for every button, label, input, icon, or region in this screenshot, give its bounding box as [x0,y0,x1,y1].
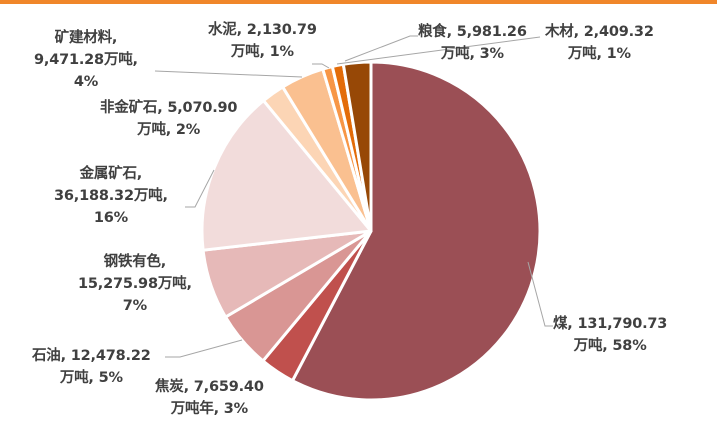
label-line: 4% [73,74,99,90]
label-timber: 木材, 2,409.32 万吨, 1% [545,21,654,65]
leader-line-metal-ore [185,169,215,208]
label-line: 粮食, 5,981.26 [418,24,527,40]
label-line: 钢铁有色, [103,254,167,270]
leader-line-cement [312,63,330,69]
label-line: 矿建材料, [54,30,118,46]
label-line: 万吨, 1% [230,44,294,60]
pie-slice-4 [200,99,373,252]
pie-slice-0 [291,60,542,402]
label-coke: 焦炭, 7,659.40 万吨年, 3% [155,376,264,420]
label-oil: 石油, 12,478.22 万吨, 5% [32,345,151,389]
leader-line-oil [165,339,243,358]
label-line: 万吨年, 3% [170,401,248,417]
leader-line-coal [527,261,553,327]
label-nonmetal-ore: 非金矿石, 5,070.90 万吨, 2% [100,97,238,141]
label-line: 石油, 12,478.22 [32,348,151,364]
label-building-materials: 矿建材料, 9,471.28万吨, 4% [34,27,138,93]
label-metal-ore: 金属矿石, 36,188.32万吨, 16% [54,163,168,229]
leader-line-timber [336,36,541,65]
label-line: 9,471.28万吨, [34,52,138,68]
label-line: 木材, 2,409.32 [545,24,654,40]
label-grain: 粮食, 5,981.26 万吨, 3% [418,21,527,65]
pie-slices [200,60,542,402]
label-line: 万吨, 58% [573,338,647,354]
label-line: 金属矿石, [79,166,143,182]
label-line: 万吨, 3% [440,46,504,62]
accent-top-bar [0,0,717,4]
leader-line-building-materials [154,70,303,78]
label-line: 煤, 131,790.73 [553,316,668,332]
label-cement: 水泥, 2,130.79 万吨, 1% [208,19,317,63]
label-line: 焦炭, 7,659.40 [155,379,264,395]
label-line: 15,275.98万吨, [78,276,192,292]
label-line: 7% [122,298,147,314]
label-steel: 钢铁有色, 15,275.98万吨, 7% [78,251,192,317]
label-line: 万吨, 2% [137,122,201,138]
label-line: 万吨, 1% [567,46,631,62]
label-line: 水泥, 2,130.79 [208,22,317,38]
label-line: 16% [93,210,128,226]
pie-slice-9 [341,60,373,233]
label-line: 万吨, 5% [59,370,123,386]
label-line: 非金矿石, 5,070.90 [100,100,238,116]
label-line: 36,188.32万吨, [54,188,168,204]
leader-lines [154,35,553,358]
leader-line-grain [344,35,418,62]
label-coal: 煤, 131,790.73 万吨, 58% [553,313,667,357]
